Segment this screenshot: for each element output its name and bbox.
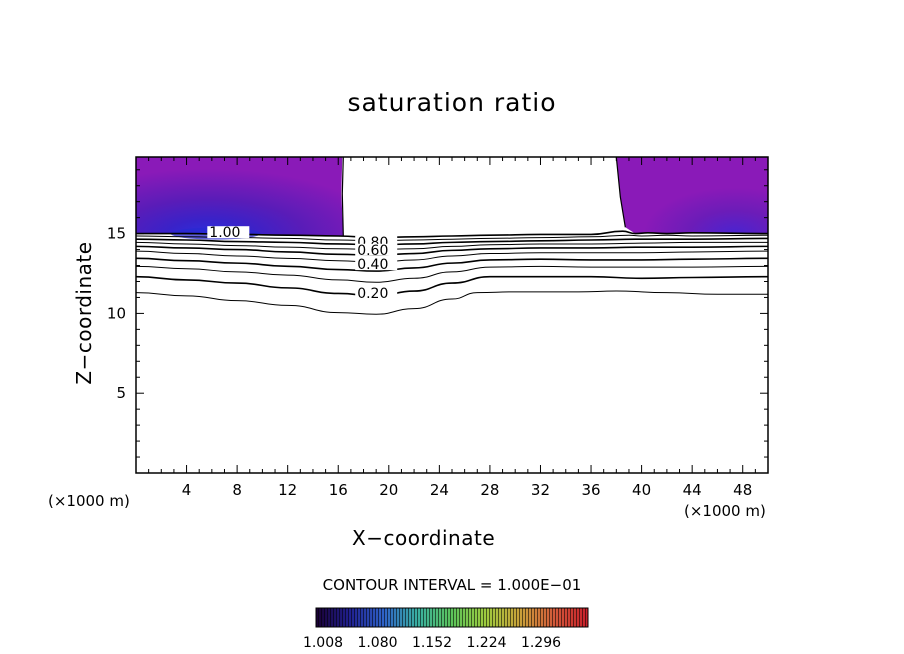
x-tick-label: 24 — [430, 481, 449, 499]
contour-line-0_1 — [136, 290, 768, 315]
x-tick-label: 4 — [182, 481, 192, 499]
colorbar-tick-label: 1.296 — [521, 635, 561, 651]
x-tick-label: 36 — [581, 481, 600, 499]
supersaturation-region-right — [616, 157, 768, 234]
contour-line-1 — [136, 230, 768, 239]
contour-label-bg — [355, 258, 398, 271]
contour-line-0_7 — [136, 241, 768, 251]
region-edge-left — [341, 157, 344, 237]
contour-label-bg — [207, 226, 250, 239]
contour-label-0: 1.00 — [209, 225, 240, 241]
contour-label-bg — [355, 286, 398, 299]
contour-line-0_3 — [136, 265, 768, 283]
axis-ticks — [136, 157, 768, 473]
y-tick-label: 15 — [107, 225, 126, 243]
x-tick-label: 28 — [480, 481, 499, 499]
x-tick-label: 32 — [531, 481, 550, 499]
contour-labels: 1.000.800.600.400.20 — [207, 225, 398, 302]
contour-label-4: 0.20 — [357, 286, 388, 302]
contour-line-0_4 — [136, 257, 768, 272]
contour-line-0_9 — [136, 234, 768, 242]
x-tick-label: 12 — [278, 481, 297, 499]
contour-line-0_5 — [136, 250, 768, 263]
contour-lines — [136, 230, 768, 315]
colorbar-tick-label: 1.008 — [303, 635, 343, 651]
colorbar-stripes — [316, 608, 588, 627]
x-unit-label-left: (×1000 m) — [48, 492, 130, 510]
colorbar-frame — [315, 607, 589, 628]
chart-title: saturation ratio — [347, 88, 557, 117]
x-tick-label: 48 — [733, 481, 752, 499]
x-tick-label: 44 — [683, 481, 702, 499]
contour-line-0_6 — [136, 245, 768, 256]
y-axis-label: Z−coordinate — [72, 241, 96, 385]
contour-line-0_2 — [136, 275, 768, 297]
contour-label-bg — [355, 243, 398, 256]
colorbar-tick-label: 1.224 — [466, 635, 506, 651]
y-tick-label: 5 — [116, 384, 126, 402]
x-tick-label: 20 — [379, 481, 398, 499]
colorbar-tick-label: 1.152 — [412, 635, 452, 651]
contour-label-2: 0.60 — [357, 243, 388, 259]
x-axis-label: X−coordinate — [352, 526, 496, 550]
supersaturation-fill — [136, 157, 768, 240]
x-tick-label: 16 — [329, 481, 348, 499]
contour-line-0_8 — [136, 237, 768, 246]
contour-interval-label: CONTOUR INTERVAL = 1.000E−01 — [322, 576, 582, 594]
colorbar-tick-label: 1.080 — [357, 635, 397, 651]
supersaturation-region-left — [136, 157, 344, 236]
y-tick-label: 10 — [107, 304, 126, 322]
region-edge-right — [615, 157, 626, 228]
colorbar: 1.008 1.080 1.152 1.224 1.296 — [303, 607, 589, 651]
x-tick-label: 40 — [632, 481, 651, 499]
x-tick-label: 8 — [232, 481, 242, 499]
x-unit-label-right: (×1000 m) — [684, 502, 766, 520]
contour-label-3: 0.40 — [357, 257, 388, 273]
